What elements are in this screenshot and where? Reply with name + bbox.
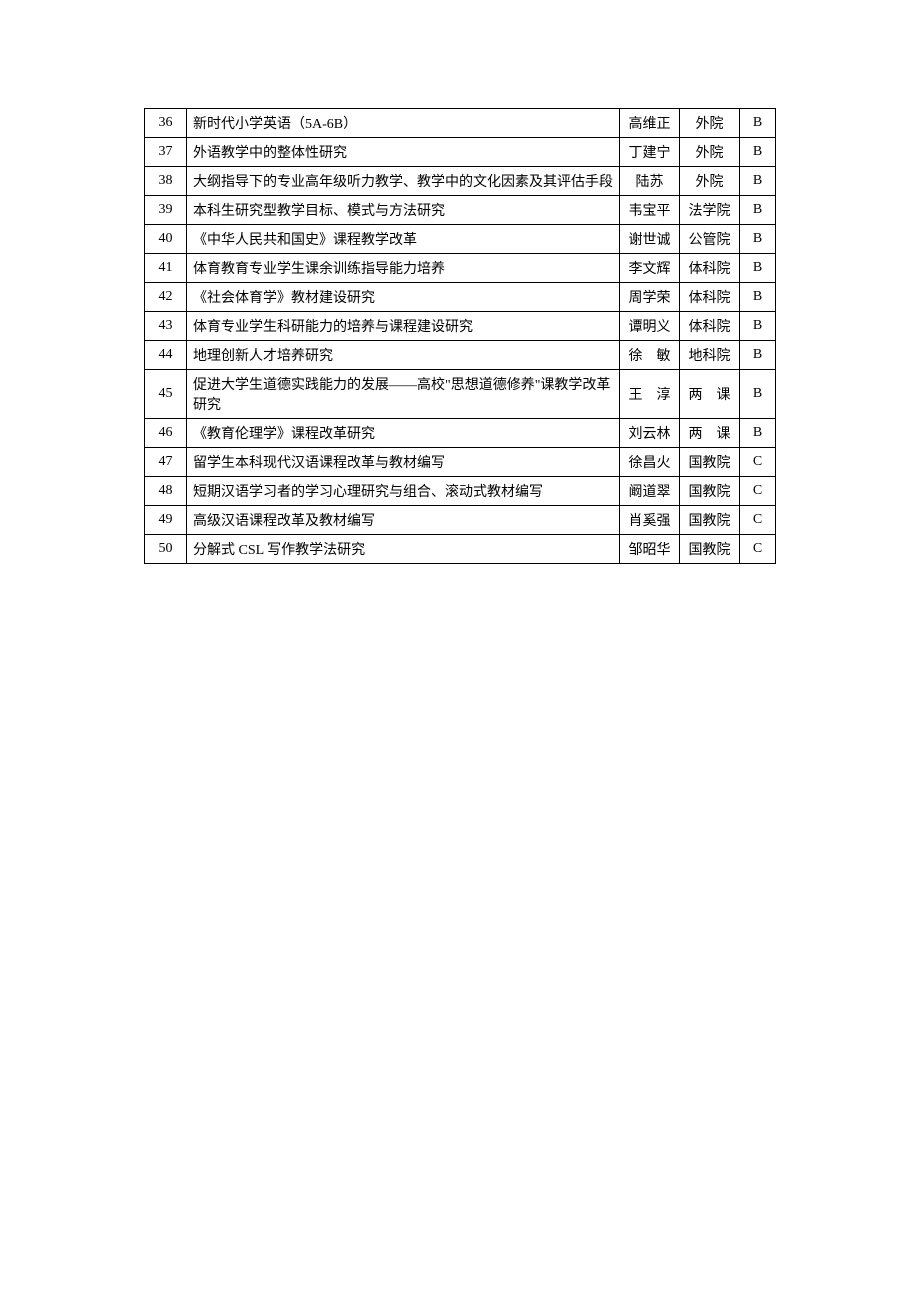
person-name: 阚道翠 <box>620 477 680 506</box>
project-title: 《中华人民共和国史》课程教学改革 <box>187 225 620 254</box>
department: 两 课 <box>680 370 740 419</box>
department: 公管院 <box>680 225 740 254</box>
row-number: 38 <box>145 167 187 196</box>
project-title: 体育专业学生科研能力的培养与课程建设研究 <box>187 312 620 341</box>
table-row: 37外语教学中的整体性研究丁建宁外院B <box>145 138 776 167</box>
row-number: 49 <box>145 506 187 535</box>
person-name: 徐昌火 <box>620 448 680 477</box>
table-row: 45促进大学生道德实践能力的发展——高校"思想道德修养"课教学改革研究王 淳两 … <box>145 370 776 419</box>
grade: B <box>740 283 776 312</box>
grade: B <box>740 225 776 254</box>
research-projects-table: 36新时代小学英语（5A-6B）高维正外院B37外语教学中的整体性研究丁建宁外院… <box>144 108 776 564</box>
table-row: 36新时代小学英语（5A-6B）高维正外院B <box>145 109 776 138</box>
department: 外院 <box>680 109 740 138</box>
grade: B <box>740 419 776 448</box>
table-row: 46《教育伦理学》课程改革研究刘云林两 课B <box>145 419 776 448</box>
department: 国教院 <box>680 477 740 506</box>
person-name: 李文辉 <box>620 254 680 283</box>
grade: B <box>740 370 776 419</box>
row-number: 40 <box>145 225 187 254</box>
department: 地科院 <box>680 341 740 370</box>
project-title: 地理创新人才培养研究 <box>187 341 620 370</box>
project-title: 大纲指导下的专业高年级听力教学、教学中的文化因素及其评估手段 <box>187 167 620 196</box>
project-title: 促进大学生道德实践能力的发展——高校"思想道德修养"课教学改革研究 <box>187 370 620 419</box>
table-row: 49高级汉语课程改革及教材编写肖奚强国教院C <box>145 506 776 535</box>
table-row: 48短期汉语学习者的学习心理研究与组合、滚动式教材编写阚道翠国教院C <box>145 477 776 506</box>
project-title: 高级汉语课程改革及教材编写 <box>187 506 620 535</box>
grade: B <box>740 167 776 196</box>
department: 体科院 <box>680 283 740 312</box>
person-name: 王 淳 <box>620 370 680 419</box>
table-row: 39本科生研究型教学目标、模式与方法研究韦宝平法学院B <box>145 196 776 225</box>
table-row: 44地理创新人才培养研究徐 敏地科院B <box>145 341 776 370</box>
table-row: 40《中华人民共和国史》课程教学改革谢世诚公管院B <box>145 225 776 254</box>
table-row: 42《社会体育学》教材建设研究周学荣体科院B <box>145 283 776 312</box>
grade: B <box>740 138 776 167</box>
department: 国教院 <box>680 506 740 535</box>
grade: C <box>740 535 776 564</box>
person-name: 邹昭华 <box>620 535 680 564</box>
department: 国教院 <box>680 535 740 564</box>
person-name: 徐 敏 <box>620 341 680 370</box>
project-title: 分解式 CSL 写作教学法研究 <box>187 535 620 564</box>
grade: B <box>740 312 776 341</box>
row-number: 44 <box>145 341 187 370</box>
project-title: 本科生研究型教学目标、模式与方法研究 <box>187 196 620 225</box>
department: 体科院 <box>680 254 740 283</box>
grade: C <box>740 448 776 477</box>
department: 两 课 <box>680 419 740 448</box>
person-name: 谭明义 <box>620 312 680 341</box>
row-number: 50 <box>145 535 187 564</box>
project-title: 《社会体育学》教材建设研究 <box>187 283 620 312</box>
table-row: 38大纲指导下的专业高年级听力教学、教学中的文化因素及其评估手段陆苏外院B <box>145 167 776 196</box>
project-title: 体育教育专业学生课余训练指导能力培养 <box>187 254 620 283</box>
person-name: 丁建宁 <box>620 138 680 167</box>
grade: B <box>740 196 776 225</box>
row-number: 47 <box>145 448 187 477</box>
person-name: 谢世诚 <box>620 225 680 254</box>
table-row: 41体育教育专业学生课余训练指导能力培养李文辉体科院B <box>145 254 776 283</box>
person-name: 陆苏 <box>620 167 680 196</box>
department: 国教院 <box>680 448 740 477</box>
row-number: 42 <box>145 283 187 312</box>
grade: C <box>740 506 776 535</box>
row-number: 37 <box>145 138 187 167</box>
grade: C <box>740 477 776 506</box>
project-title: 外语教学中的整体性研究 <box>187 138 620 167</box>
table-row: 47留学生本科现代汉语课程改革与教材编写徐昌火国教院C <box>145 448 776 477</box>
row-number: 48 <box>145 477 187 506</box>
row-number: 41 <box>145 254 187 283</box>
department: 体科院 <box>680 312 740 341</box>
person-name: 肖奚强 <box>620 506 680 535</box>
project-title: 新时代小学英语（5A-6B） <box>187 109 620 138</box>
person-name: 高维正 <box>620 109 680 138</box>
row-number: 45 <box>145 370 187 419</box>
grade: B <box>740 109 776 138</box>
table-body: 36新时代小学英语（5A-6B）高维正外院B37外语教学中的整体性研究丁建宁外院… <box>145 109 776 564</box>
grade: B <box>740 341 776 370</box>
person-name: 刘云林 <box>620 419 680 448</box>
row-number: 43 <box>145 312 187 341</box>
table-row: 43体育专业学生科研能力的培养与课程建设研究谭明义体科院B <box>145 312 776 341</box>
department: 法学院 <box>680 196 740 225</box>
project-title: 短期汉语学习者的学习心理研究与组合、滚动式教材编写 <box>187 477 620 506</box>
row-number: 46 <box>145 419 187 448</box>
department: 外院 <box>680 167 740 196</box>
row-number: 39 <box>145 196 187 225</box>
row-number: 36 <box>145 109 187 138</box>
department: 外院 <box>680 138 740 167</box>
person-name: 韦宝平 <box>620 196 680 225</box>
table-row: 50分解式 CSL 写作教学法研究邹昭华国教院C <box>145 535 776 564</box>
person-name: 周学荣 <box>620 283 680 312</box>
grade: B <box>740 254 776 283</box>
project-title: 留学生本科现代汉语课程改革与教材编写 <box>187 448 620 477</box>
project-title: 《教育伦理学》课程改革研究 <box>187 419 620 448</box>
